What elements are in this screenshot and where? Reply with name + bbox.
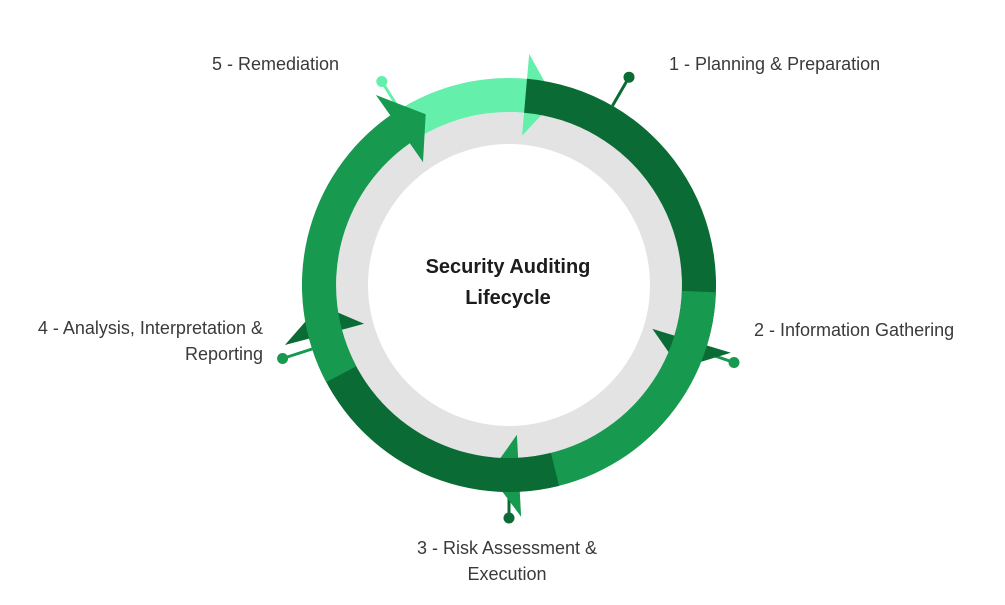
stage-3-label: 3 - Risk Assessment & Execution bbox=[416, 538, 598, 584]
stage-5-connector-dot bbox=[376, 76, 388, 87]
stage-3-connector-dot bbox=[503, 512, 515, 524]
stage-4-connector-dot bbox=[277, 353, 289, 364]
stage-2-label: 2 - Information Gathering bbox=[754, 320, 955, 340]
stage-4-arrow bbox=[301, 95, 426, 383]
stage-1-connector-dot bbox=[623, 71, 635, 83]
center-disc bbox=[368, 144, 650, 426]
stage-2-connector-dot bbox=[728, 357, 740, 368]
lifecycle-title: Security Auditing Lifecycle bbox=[425, 256, 591, 309]
stage-1-arrow bbox=[524, 78, 731, 369]
stage-4-label: 4 - Analysis, Interpretation & Reporting bbox=[37, 318, 263, 364]
stage-1-label: 1 - Planning & Preparation bbox=[669, 54, 881, 74]
stage-5-label: 5 - Remediation bbox=[212, 54, 340, 74]
